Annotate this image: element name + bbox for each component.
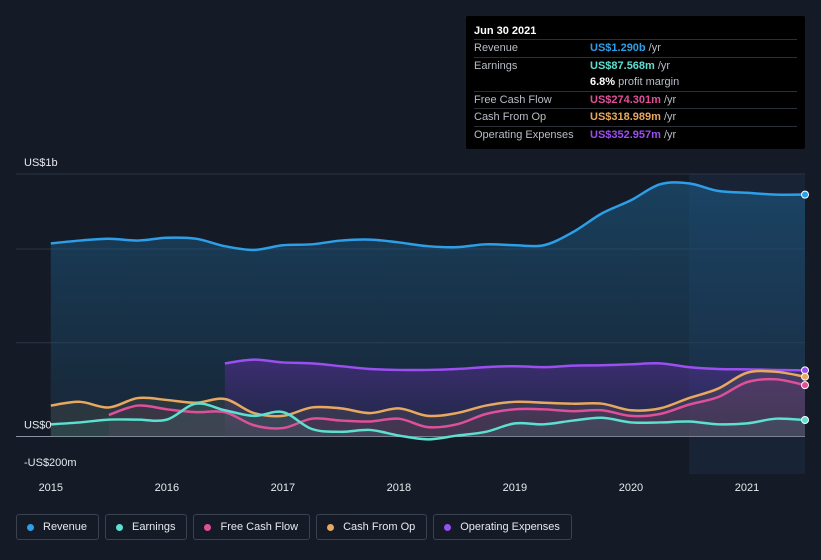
axis-ticks: US$1b US$0 -US$200m 2015 2016 2017 2018 2019 202…	[24, 157, 759, 494]
tooltip-row-value: US$352.957m	[590, 128, 661, 141]
tooltip-row: 6.8% profit margin	[474, 74, 797, 91]
tooltip-row: Cash From Op US$318.989m/yr	[474, 108, 797, 126]
tooltip-row-value: US$1.290b	[590, 42, 646, 54]
tooltip-row-unit: /yr	[663, 111, 677, 124]
tooltip-row-value: US$274.301m	[590, 93, 661, 106]
cash-from-op-line	[50, 369, 806, 418]
cash-from-op-endpoint	[801, 372, 809, 381]
series-lines	[50, 181, 806, 441]
legend-item-revenue[interactable]: Revenue	[16, 514, 100, 540]
revenue-line	[50, 181, 806, 252]
series-endpoints	[801, 190, 809, 424]
tooltip-row-unit: profit margin	[618, 76, 680, 89]
tooltip-row: Earnings US$87.568m/yr	[474, 56, 797, 75]
legend-item-cash-from-op[interactable]: Cash From Op	[316, 514, 428, 540]
tooltip-row-value: 6.8%	[590, 76, 616, 89]
tooltip-row-unit: /yr	[663, 93, 677, 106]
y-tick-label: US$1b	[24, 157, 58, 169]
x-tick-label: 2016	[155, 482, 179, 494]
legend-item-operating-expenses[interactable]: Operating Expenses	[433, 514, 572, 540]
free-cash-flow-endpoint	[801, 381, 809, 390]
tooltip-row-unit: /yr	[657, 59, 671, 72]
tooltip-row-label: Cash From Op	[474, 111, 547, 124]
tooltip-row-label: Free Cash Flow	[474, 93, 552, 106]
tooltip-row-label: Earnings	[474, 59, 518, 72]
earnings-area	[50, 403, 805, 440]
legend-item-free-cash-flow[interactable]: Free Cash Flow	[193, 514, 311, 540]
tooltip-row: Operating Expenses US$352.957m/yr	[474, 125, 797, 144]
x-tick-label: 2020	[619, 482, 643, 494]
tooltip-row-label: Operating Expenses	[474, 128, 574, 141]
revenue-endpoint	[801, 190, 809, 199]
legend-label: Operating Expenses	[460, 521, 560, 533]
legend-label: Free Cash Flow	[220, 521, 299, 533]
x-tick-label: 2019	[503, 482, 527, 494]
tooltip-row-label	[474, 74, 590, 91]
x-tick-label: 2017	[271, 482, 295, 494]
tooltip-row-label: Revenue	[474, 42, 519, 54]
legend-dot-icon	[116, 523, 124, 531]
legend-label: Revenue	[43, 521, 88, 533]
chart-plot: US$1b US$0 -US$200m 2015 2016 2017 2018 2019 202…	[16, 157, 809, 494]
x-tick-label: 2018	[387, 482, 411, 494]
x-tick-label: 2021	[735, 482, 759, 494]
earnings-endpoint	[801, 416, 809, 424]
tooltip-row: Revenue US$1.290b/yr	[474, 39, 797, 57]
legend-label: Earnings	[132, 521, 176, 533]
y-tick-label: -US$200m	[24, 457, 77, 469]
legend: Revenue Earnings Free Cash Flow Cash From O…	[16, 514, 572, 542]
legend-item-earnings[interactable]: Earnings	[105, 514, 188, 540]
tooltip-panel: Jun 30 2021 Revenue US$1.290b/yr Earnings U…	[466, 16, 805, 149]
tooltip-row-value: US$318.989m	[590, 111, 661, 124]
legend-dot-icon	[327, 523, 335, 531]
series-areas	[50, 182, 806, 440]
operating-expenses-line	[224, 358, 806, 372]
legend-dot-icon	[27, 523, 34, 531]
y-tick-label: US$0	[24, 420, 52, 432]
earnings-line	[50, 402, 806, 441]
legend-dot-icon	[444, 523, 452, 531]
tooltip-row: Free Cash Flow US$274.301m/yr	[474, 90, 797, 109]
legend-dot-icon	[204, 523, 212, 531]
legend-label: Cash From Op	[343, 521, 416, 533]
tooltip-row-unit: /yr	[648, 42, 661, 54]
tooltip-row-unit: /yr	[663, 128, 677, 141]
tooltip-date: Jun 30 2021	[474, 25, 537, 37]
x-tick-label: 2015	[39, 482, 63, 494]
free-cash-flow-line	[108, 377, 806, 430]
operating-expenses-area	[224, 359, 806, 437]
tooltip-row-value: US$87.568m	[590, 59, 655, 72]
